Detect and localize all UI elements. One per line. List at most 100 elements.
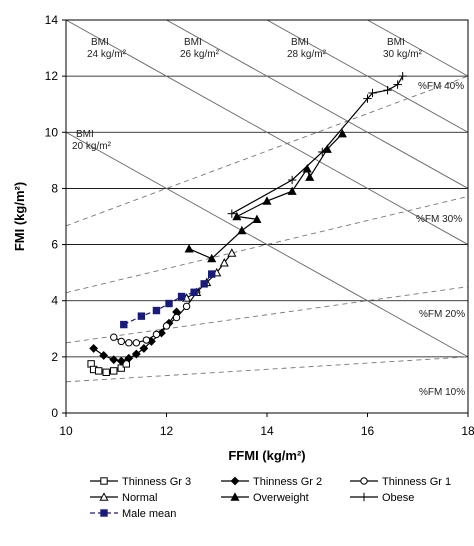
legend-label: Thinness Gr 2 (253, 476, 322, 488)
x-tick-label: 18 (461, 424, 474, 438)
legend-label: Normal (122, 492, 157, 504)
point-thinness-gr-2-0 (89, 344, 99, 353)
bmi-label-26-line2: 26 kg/m² (180, 49, 220, 60)
y-tick-label: 14 (45, 13, 59, 27)
x-axis-title: FFMI (kg/m²) (228, 448, 305, 463)
point-overweight-8 (305, 172, 315, 181)
series-overweight (184, 128, 347, 263)
legend-item-male-mean: Male mean (90, 508, 176, 520)
legend-swatch-marker (230, 492, 240, 501)
series-line-thinness-gr-1 (113, 291, 198, 344)
bmi-isoline-24 (66, 20, 468, 245)
legend-swatch-marker (100, 477, 108, 485)
point-overweight-1 (207, 253, 217, 263)
point-thinness-gr-1-4 (142, 336, 151, 344)
fat-mass-label-30: %FM 30% (416, 214, 462, 225)
point-male-mean-0 (120, 320, 128, 329)
point-overweight-0 (184, 244, 194, 253)
x-tick-label: 14 (260, 424, 274, 438)
fat-mass-label-40: %FM 40% (418, 81, 464, 92)
legend-swatch-marker (359, 492, 369, 502)
point-thinness-gr-2-3 (116, 356, 126, 366)
point-male-mean-5 (190, 288, 198, 296)
legend-swatch-marker (99, 492, 109, 501)
point-normal-4 (219, 258, 229, 267)
fat-mass-line-20 (66, 286, 468, 344)
point-normal-5 (227, 248, 237, 257)
x-tick-label: 16 (361, 424, 375, 438)
point-thinness-gr-1-0 (110, 333, 118, 341)
series-layer (87, 71, 407, 376)
point-overweight-6 (287, 186, 297, 195)
bmi-label-26-line1: BMI (184, 37, 202, 48)
point-overweight-4 (232, 211, 242, 221)
point-thinness-gr-2-5 (131, 349, 141, 359)
bmi-label-24-line2: 24 kg/m² (87, 49, 127, 60)
y-tick-label: 0 (51, 406, 58, 420)
x-tick-label: 10 (59, 424, 73, 438)
fat-mass-line-10 (66, 356, 468, 383)
point-thinness-gr-3-2 (94, 367, 103, 375)
point-obese-2 (318, 147, 327, 157)
bmi-label-28-line1: BMI (291, 37, 309, 48)
point-thinness-gr-2-2 (109, 355, 119, 365)
point-thinness-gr-1-2 (125, 339, 133, 347)
bmi-label-30-line2: 30 kg/m² (383, 49, 423, 60)
bmi-isoline-26 (165, 20, 468, 189)
legend: Thinness Gr 3 Thinness Gr 2 Thinness Gr 1 N… (90, 476, 451, 520)
point-male-mean-6 (200, 280, 208, 288)
y-tick-label: 8 (51, 181, 58, 195)
point-obese-3 (363, 94, 372, 103)
series-thinness-gr-3 (87, 360, 130, 376)
point-thinness-gr-1-3 (132, 339, 141, 347)
point-thinness-gr-1-1 (117, 337, 125, 346)
series-obese (227, 71, 407, 218)
point-thinness-gr-3-6 (122, 360, 130, 368)
point-male-mean-3 (165, 299, 173, 308)
point-thinness-gr-3-3 (102, 368, 110, 376)
fat-mass-label-20: %FM 20% (419, 309, 465, 320)
legend-item-thinness-gr-3: Thinness Gr 3 (90, 476, 191, 488)
fat-mass-line-30 (66, 196, 468, 294)
legend-swatch-marker (360, 477, 368, 485)
point-thinness-gr-2-6 (139, 344, 149, 353)
series-line-obese (231, 75, 404, 215)
legend-item-thinness-gr-1: Thinness Gr 1 (350, 476, 451, 488)
series-thinness-gr-2 (89, 307, 181, 366)
y-tick-label: 12 (45, 69, 59, 83)
point-male-mean-7 (208, 270, 216, 278)
point-obese-7 (398, 71, 407, 81)
plot-frame (65, 19, 469, 414)
point-thinness-gr-2-4 (124, 353, 134, 363)
y-axis-title: FMI (kg/m²) (12, 182, 27, 251)
legend-item-normal: Normal (90, 492, 157, 504)
legend-label: Thinness Gr 3 (122, 476, 191, 488)
point-obese-4 (368, 88, 377, 98)
point-obese-6 (393, 80, 402, 89)
bmi-label-30-line1: BMI (387, 37, 405, 48)
point-obese-0 (227, 209, 237, 218)
bmi-isoline-30 (366, 20, 468, 77)
axis-layer: 0 2 4 6 8 10 12 14 10 12 14 16 18 FFMI (kg/m²) FMI (kg… (12, 13, 474, 463)
y-tick-label: 6 (51, 238, 58, 252)
point-male-mean-4 (177, 292, 186, 301)
point-male-mean-1 (137, 312, 146, 320)
point-overweight-3 (252, 214, 262, 224)
bmi-label-24-line1: BMI (91, 37, 109, 48)
legend-label: Male mean (122, 508, 176, 520)
bmi-isoline-20 (66, 131, 468, 358)
y-tick-label: 10 (45, 125, 59, 139)
point-thinness-gr-2-1 (99, 351, 109, 360)
point-obese-5 (383, 85, 392, 95)
bmi-label-20-line1: BMI (76, 129, 94, 140)
legend-swatch-marker (230, 476, 240, 486)
y-tick-label: 4 (51, 294, 58, 308)
point-thinness-gr-3-4 (110, 367, 118, 375)
legend-item-thinness-gr-2: Thinness Gr 2 (221, 476, 322, 488)
point-thinness-gr-1-7 (172, 313, 181, 322)
bmi-label-28-line2: 28 kg/m² (287, 49, 327, 60)
point-overweight-10 (337, 128, 347, 138)
point-obese-1 (287, 175, 297, 185)
